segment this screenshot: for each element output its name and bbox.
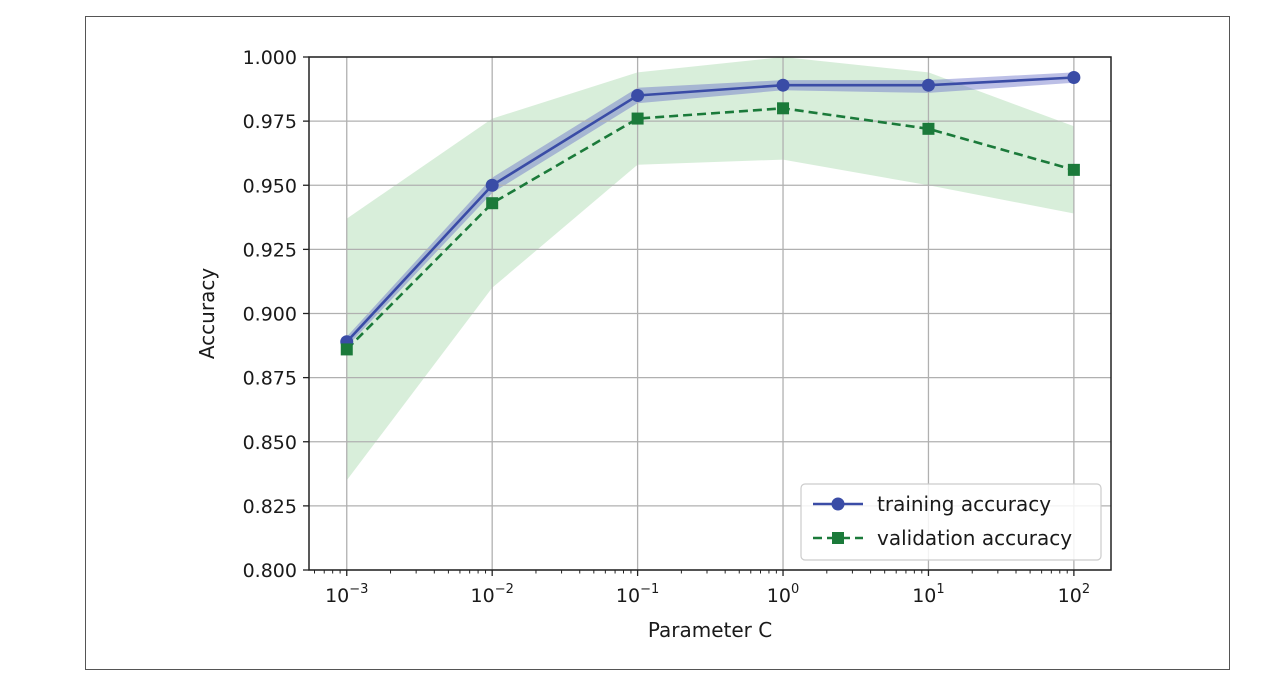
- legend-label: training accuracy: [877, 492, 1051, 516]
- line-circle: [345, 76, 1074, 343]
- y-tick-label: 0.850: [243, 432, 297, 454]
- y-tick-label: 0.900: [243, 304, 297, 326]
- y-tick-label: 0.875: [243, 368, 297, 390]
- legend-marker-square: [832, 532, 844, 544]
- training-point: [921, 78, 935, 92]
- validation-point: [631, 112, 644, 125]
- validation-point: [777, 102, 790, 115]
- line-square: [345, 106, 1075, 351]
- x-tick-label: 102: [1058, 582, 1090, 607]
- y-tick-label: 0.825: [243, 496, 297, 518]
- validation-point: [340, 343, 353, 356]
- y-tick-labels: 0.800 0.825 0.850 0.875 0.900 0.925 0.950 0.975…: [243, 47, 297, 582]
- y-tick-label: 0.950: [243, 175, 297, 197]
- y-tick-label: 0.975: [243, 111, 297, 133]
- series-markers: [340, 71, 1081, 356]
- x-tick-label: 10−1: [616, 582, 659, 607]
- legend-label: validation accuracy: [877, 526, 1072, 550]
- y-tick-label: 0.800: [243, 560, 297, 582]
- validation-point: [922, 122, 935, 135]
- accuracy-chart: 0.800 0.825 0.850 0.875 0.900 0.925 0.950 0.975…: [195, 47, 1112, 642]
- validation-point: [1067, 163, 1080, 176]
- axis-ticks: [303, 56, 1075, 576]
- x-tick-labels: 10−3 10−2 10−1 100 101 102: [325, 582, 1090, 607]
- x-tick-label: 100: [767, 582, 799, 607]
- validation-point: [486, 197, 499, 210]
- legend-box: [800, 483, 1102, 561]
- y-tick-label: 1.000: [243, 47, 297, 69]
- training-point: [776, 78, 790, 92]
- legend-marker-circle: [831, 497, 845, 511]
- x-axis-label: Parameter C: [648, 618, 772, 642]
- x-tick-label: 10−3: [325, 582, 368, 607]
- y-tick-label: 0.925: [243, 239, 297, 261]
- x-tick-label: 101: [912, 582, 944, 607]
- y-axis-label: Accuracy: [195, 268, 219, 359]
- training-point: [1067, 71, 1081, 85]
- series-lines: [345, 76, 1075, 351]
- legend: training accuracy validation accuracy: [800, 483, 1102, 561]
- training-point: [631, 88, 645, 102]
- figure-frame: 0.800 0.825 0.850 0.875 0.900 0.925 0.950 0.975…: [85, 16, 1230, 670]
- training-point: [485, 178, 499, 192]
- x-tick-label: 10−2: [471, 582, 514, 607]
